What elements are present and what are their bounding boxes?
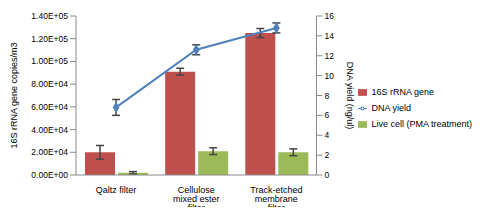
svg-text:6.00E+04: 6.00E+04 — [31, 102, 68, 112]
svg-text:Cellulosemixed esterfilter: Cellulosemixed esterfilter — [173, 185, 220, 207]
svg-text:0: 0 — [324, 170, 329, 180]
svg-text:14: 14 — [324, 31, 334, 41]
svg-text:6: 6 — [324, 110, 329, 120]
svg-text:12: 12 — [324, 51, 334, 61]
html-text:16S rRNA gene: 16S rRNA gene — [371, 86, 434, 97]
svg-text:1.20E+05: 1.20E+05 — [31, 34, 68, 44]
svg-text:Qaltz filter: Qaltz filter — [96, 185, 137, 195]
svg-text:4: 4 — [324, 130, 329, 140]
svg-text:8: 8 — [324, 91, 329, 101]
svg-text:16S rRNA gene copies/m3: 16S rRNA gene copies/m3 — [9, 42, 19, 148]
svg-text:1.00E+05: 1.00E+05 — [31, 56, 68, 66]
svg-text:0.00E+00: 0.00E+00 — [31, 170, 68, 180]
svg-text:16: 16 — [324, 11, 334, 21]
svg-text:Track-etchedmembranefilter: Track-etchedmembranefilter — [250, 185, 302, 207]
svg-text:2.00E+04: 2.00E+04 — [31, 147, 68, 157]
svg-text:2: 2 — [324, 150, 329, 160]
svg-text:DNA yield (ng/ul): DNA yield (ng/ul) — [345, 62, 355, 130]
svg-text:4.00E+04: 4.00E+04 — [31, 125, 68, 135]
svg-text:10: 10 — [324, 71, 334, 81]
svg-text:1.40E+05: 1.40E+05 — [31, 11, 68, 21]
html-text:DNA yield: DNA yield — [371, 102, 411, 113]
svg-text:8.00E+04: 8.00E+04 — [31, 79, 68, 89]
html-text:Live cell (PMA treatment): Live cell (PMA treatment) — [371, 118, 472, 129]
